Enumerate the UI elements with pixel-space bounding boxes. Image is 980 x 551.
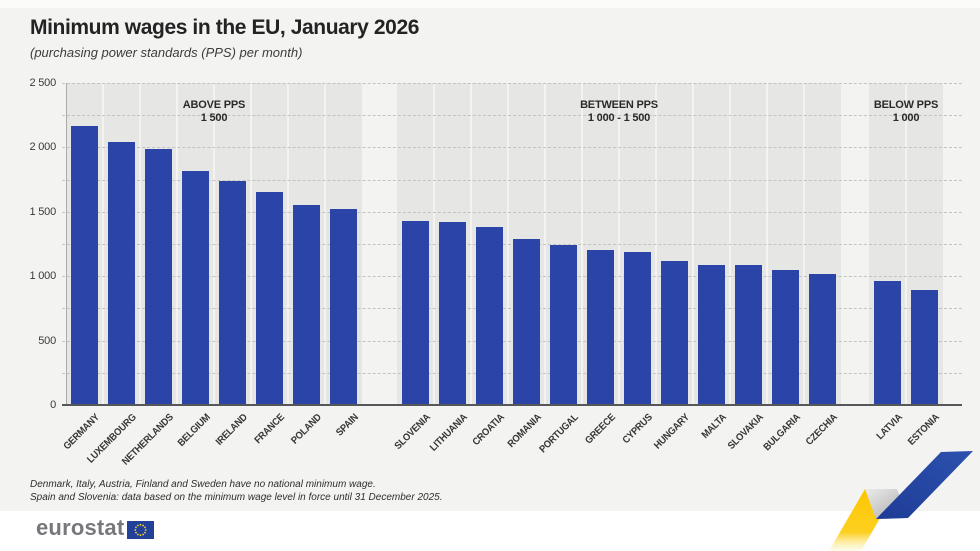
bar xyxy=(772,270,799,405)
trend-ribbon-icon xyxy=(829,451,973,551)
bar xyxy=(145,149,172,405)
bar xyxy=(874,281,901,405)
slot-separator xyxy=(729,83,731,405)
bar xyxy=(587,250,614,405)
bar xyxy=(513,239,540,405)
country-label: HUNGARY xyxy=(651,412,692,452)
zone-label-line1: BELOW PPS xyxy=(873,99,939,111)
bar xyxy=(624,252,651,405)
bar xyxy=(402,221,429,405)
footnotes: Denmark, Italy, Austria, Finland and Swe… xyxy=(30,478,442,504)
y-tick-label: 2 500 xyxy=(29,77,56,89)
y-tick-label: 2 000 xyxy=(29,141,56,154)
group-panel xyxy=(66,83,362,405)
country-label: MALTA xyxy=(699,412,729,441)
group-panel xyxy=(397,83,841,405)
slot-separator xyxy=(139,83,141,405)
y-axis-line xyxy=(66,83,67,405)
slot-separator xyxy=(287,83,289,405)
slot-separator xyxy=(766,83,768,405)
gridline xyxy=(62,211,962,213)
y-tick-label: 1 000 xyxy=(29,270,56,283)
slot-separator xyxy=(250,83,252,405)
y-tick-label: 0 xyxy=(50,399,56,411)
bar xyxy=(476,227,503,405)
y-tick-label: 1 500 xyxy=(29,205,56,218)
zone-label: BELOW PPS 1 000 xyxy=(869,99,943,125)
zone-label: BETWEEN PPS 1 000 - 1 500 xyxy=(397,99,841,125)
country-label: BULGARIA xyxy=(761,412,803,454)
chart-subtitle: (purchasing power standards (PPS) per mo… xyxy=(30,45,303,60)
bar xyxy=(256,192,283,405)
bar xyxy=(911,290,938,405)
zone-label-line2: 1 000 - 1 500 xyxy=(587,112,651,124)
bar xyxy=(550,245,577,405)
y-tick-label: 500 xyxy=(38,334,56,347)
gridline xyxy=(62,340,962,342)
eurostat-logo: eurostat xyxy=(36,515,155,541)
slot-separator xyxy=(581,83,583,405)
eurostat-logo-text: eurostat xyxy=(36,515,125,540)
bar xyxy=(439,222,466,405)
gridline xyxy=(62,179,962,181)
bar xyxy=(108,142,135,405)
bar xyxy=(182,171,209,405)
chart-title: Minimum wages in the EU, January 2026 xyxy=(30,16,419,39)
country-label: CYPRUS xyxy=(620,412,655,447)
gridline xyxy=(62,276,962,278)
slot-separator xyxy=(905,83,907,405)
bar xyxy=(330,209,357,405)
top-margin-strip xyxy=(0,0,980,8)
bar xyxy=(661,261,688,405)
bar xyxy=(293,205,320,405)
gridline xyxy=(62,244,962,245)
x-axis-line xyxy=(62,404,962,406)
zone-label-line2: 1 000 xyxy=(892,112,920,124)
zone-label-line1: BETWEEN PPS xyxy=(580,99,658,111)
slot-separator xyxy=(102,83,104,405)
gridline xyxy=(62,372,962,374)
bar xyxy=(735,265,762,405)
bar xyxy=(809,274,836,405)
slot-separator xyxy=(803,83,805,405)
country-label: ROMANIA xyxy=(505,412,544,450)
gridline xyxy=(62,115,962,117)
gridline xyxy=(62,83,962,84)
slot-separator xyxy=(470,83,472,405)
zone-label-line1: ABOVE PPS xyxy=(182,99,246,111)
slot-separator xyxy=(176,83,178,405)
country-label: SLOVAKIA xyxy=(725,412,766,452)
eu-flag-icon xyxy=(127,520,155,539)
zone-label-line2: 1 500 xyxy=(200,112,228,124)
slot-separator xyxy=(618,83,620,405)
gridline xyxy=(62,308,962,310)
country-label: PORTUGAL xyxy=(537,412,581,456)
slot-separator xyxy=(213,83,215,405)
footer-band xyxy=(0,511,980,551)
slot-separator xyxy=(655,83,657,405)
country-label: GREECE xyxy=(582,412,618,447)
bar xyxy=(71,126,98,405)
group-panel xyxy=(869,83,943,405)
zone-label: ABOVE PPS 1 500 xyxy=(66,99,362,125)
gridline xyxy=(62,147,962,149)
footnote-line-1: Denmark, Italy, Austria, Finland and Swe… xyxy=(30,479,376,490)
slot-separator xyxy=(324,83,326,405)
slot-separator xyxy=(433,83,435,405)
slot-separator xyxy=(544,83,546,405)
bar xyxy=(698,265,725,405)
slot-separator xyxy=(692,83,694,405)
footnote-line-2: Spain and Slovenia: data based on the mi… xyxy=(30,492,443,503)
slot-separator xyxy=(507,83,509,405)
bar xyxy=(219,181,246,405)
